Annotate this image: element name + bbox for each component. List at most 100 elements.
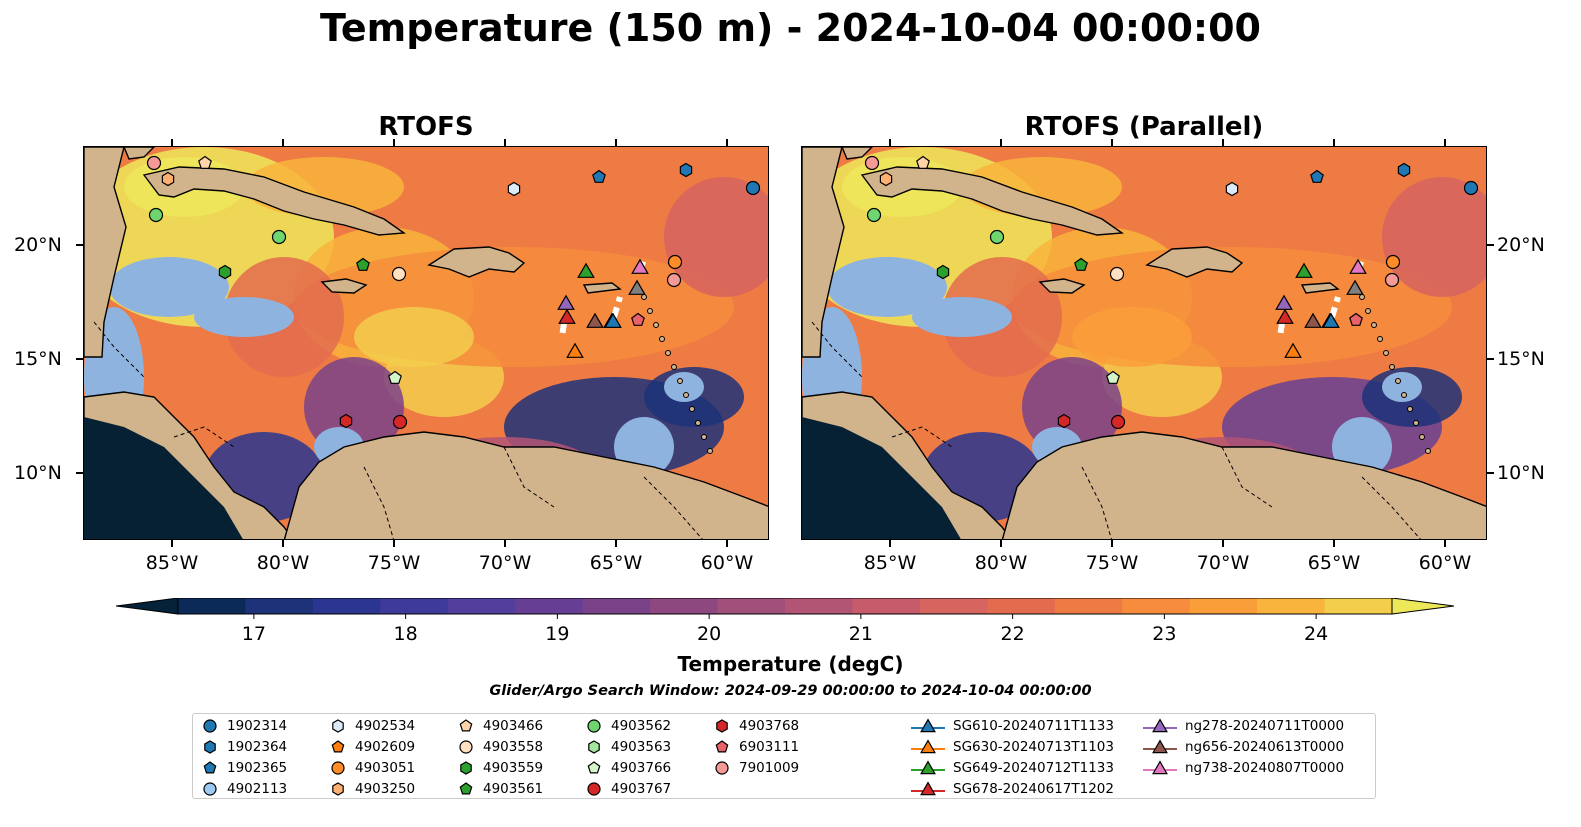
float-marker-4903562[interactable] <box>148 207 164 223</box>
legend-label: 4903563 <box>611 739 672 755</box>
legend-symbol <box>203 782 217 796</box>
colorbar: 17 18 19 20 21 22 23 24 <box>116 598 1454 645</box>
land <box>84 147 768 539</box>
legend-label: 4903466 <box>483 718 544 734</box>
float-marker-7901009[interactable] <box>666 272 682 288</box>
search-window-text: Glider/Argo Search Window: 2024-09-29 00… <box>489 683 1092 699</box>
glider-marker-ng738-20240807T0000[interactable] <box>1349 258 1367 274</box>
float-marker-1902364[interactable] <box>1397 162 1411 178</box>
float-marker-6903111[interactable] <box>631 312 645 326</box>
legend-marker-icon <box>715 740 729 753</box>
glider-marker-SG630-20240713T1103[interactable] <box>566 342 584 358</box>
float-marker-4903562[interactable] <box>989 229 1005 245</box>
legend-label: 7901009 <box>739 760 800 776</box>
legend-label: 1902364 <box>227 739 288 755</box>
legend-label: 4902609 <box>355 739 416 755</box>
legend-marker-icon <box>1143 739 1177 754</box>
legend-marker-icon <box>203 782 217 796</box>
legend-item: 4903563 <box>585 737 671 757</box>
panel-title-rtofs-parallel: RTOFS (Parallel) <box>1024 112 1264 142</box>
pacific-ocean <box>802 417 961 539</box>
glider-marker-SG678-20240617T1202[interactable] <box>558 308 576 324</box>
float-marker-7901009[interactable] <box>146 155 162 171</box>
float-marker-1902365[interactable] <box>592 169 606 183</box>
float-marker-7901009[interactable] <box>864 155 880 171</box>
legend-marker-icon <box>1143 718 1177 733</box>
legend-item: 4903250 <box>329 779 415 799</box>
legend-symbol <box>715 761 729 775</box>
glider-marker-ng656-20240613T0000[interactable] <box>586 312 604 328</box>
float-marker-4903051[interactable] <box>1385 254 1401 270</box>
float-marker-4903558[interactable] <box>1109 266 1125 282</box>
legend-item: 4902534 <box>329 716 415 736</box>
lon-tick-label: 75°W <box>1085 552 1139 574</box>
country-borders <box>811 321 1421 539</box>
float-marker-4903250[interactable] <box>879 171 893 187</box>
legend-label: 6903111 <box>739 739 800 755</box>
lat-tick-label: 20°N <box>14 234 62 256</box>
float-marker-4903768[interactable] <box>1057 413 1071 429</box>
legend-symbol <box>332 782 344 796</box>
glider-marker-ng738-20240807T0000[interactable] <box>631 258 649 274</box>
colorbar-segment <box>650 598 719 614</box>
float-marker-4903559[interactable] <box>218 264 232 280</box>
float-marker-4903466[interactable] <box>198 155 212 169</box>
float-marker-4903766[interactable] <box>1106 370 1120 384</box>
lon-tick-label: 75°W <box>367 552 421 574</box>
map-panel-rtofs-parallel[interactable] <box>801 146 1487 540</box>
glider-marker-SG610-20240711T1133[interactable] <box>604 312 622 328</box>
legend-symbol <box>459 782 473 795</box>
glider-marker-ng278-20240711T0000[interactable] <box>557 294 575 310</box>
float-marker-4903561[interactable] <box>1074 257 1088 271</box>
float-marker-4903250[interactable] <box>161 171 175 187</box>
legend-marker-icon <box>460 761 472 775</box>
float-marker-4902534[interactable] <box>507 181 521 197</box>
legend-marker-icon <box>587 761 601 774</box>
lat-tick-label: 15°N <box>14 348 62 370</box>
float-marker-1902314[interactable] <box>1463 180 1479 196</box>
legend-marker-icon <box>587 719 601 733</box>
float-marker-4903767[interactable] <box>1110 414 1126 430</box>
float-marker-7901009[interactable] <box>1384 272 1400 288</box>
float-marker-4903767[interactable] <box>392 414 408 430</box>
glider-marker-SG610-20240711T1133[interactable] <box>1322 312 1340 328</box>
float-marker-4903766[interactable] <box>388 370 402 384</box>
float-marker-4902534[interactable] <box>1225 181 1239 197</box>
float-marker-4903562[interactable] <box>866 207 882 223</box>
legend-item: SG610-20240711T1133 <box>911 716 1114 736</box>
glider-marker-ng278-20240711T0000[interactable] <box>1275 294 1293 310</box>
glider-marker-ng783-20240807T0000[interactable] <box>1346 279 1364 295</box>
map-panel-rtofs[interactable] <box>83 146 769 540</box>
float-marker-4903768[interactable] <box>339 413 353 429</box>
float-marker-4903051[interactable] <box>667 254 683 270</box>
legend-item: 4903466 <box>457 716 543 736</box>
float-marker-4903559[interactable] <box>936 264 950 280</box>
float-marker-4903558[interactable] <box>391 266 407 282</box>
colorbar-segment <box>447 598 516 614</box>
float-marker-6903111[interactable] <box>1349 312 1363 326</box>
glider-marker-SG649-20240712T1133[interactable] <box>577 262 595 278</box>
float-marker-1902365[interactable] <box>1310 169 1324 183</box>
float-marker-4903466[interactable] <box>916 155 930 169</box>
legend-label: SG678-20240617T1202 <box>953 781 1114 797</box>
glider-marker-SG630-20240713T1103[interactable] <box>1284 342 1302 358</box>
legend-item: 4902113 <box>201 779 287 799</box>
float-marker-4903561[interactable] <box>356 257 370 271</box>
glider-marker-SG649-20240712T1133[interactable] <box>1295 262 1313 278</box>
glider-marker-ng783-20240807T0000[interactable] <box>628 279 646 295</box>
float-marker-1902364[interactable] <box>679 162 693 178</box>
legend-label: 4903562 <box>611 718 672 734</box>
glider-marker-SG678-20240617T1202[interactable] <box>1276 308 1294 324</box>
legend-symbol <box>920 781 936 796</box>
float-marker-4903562[interactable] <box>271 229 287 245</box>
legend-item: ng656-20240613T0000 <box>1143 737 1344 757</box>
colorbar-segment <box>1324 598 1393 614</box>
glider-marker-ng656-20240613T0000[interactable] <box>1304 312 1322 328</box>
legend-label: SG649-20240712T1133 <box>953 760 1114 776</box>
legend-symbol <box>587 719 601 733</box>
legend-marker-icon <box>204 740 216 754</box>
colorbar-segment <box>515 598 584 614</box>
legend-symbol <box>331 740 345 753</box>
float-marker-1902314[interactable] <box>745 180 761 196</box>
legend-symbol <box>920 739 936 754</box>
